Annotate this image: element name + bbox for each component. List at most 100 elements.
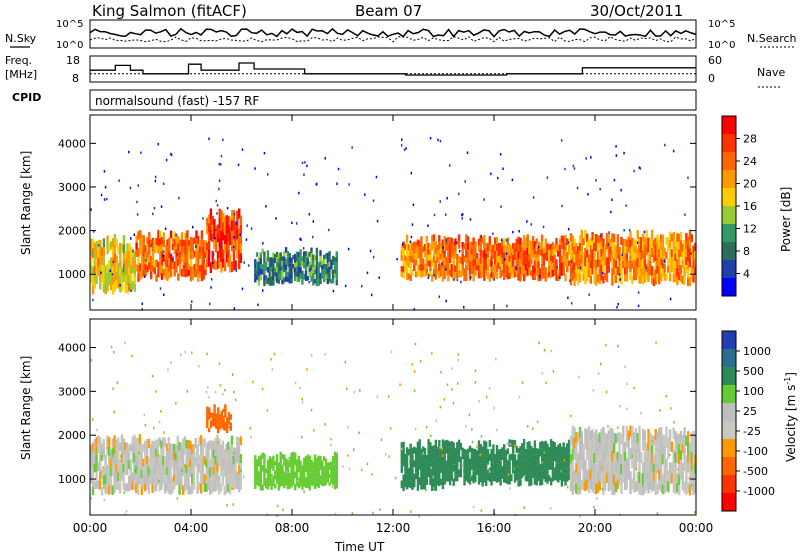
- velocity-cell: [427, 469, 430, 478]
- velocity-cell: [685, 485, 688, 496]
- power-cell: [151, 251, 155, 259]
- power-speckle: [480, 235, 482, 238]
- power-cell: [409, 242, 412, 249]
- velocity-speckle: [592, 389, 595, 392]
- velocity-cell: [584, 480, 587, 492]
- velocity-cell: [268, 481, 271, 486]
- velocity-cell: [192, 462, 196, 472]
- velocity-cell: [533, 469, 537, 478]
- velocity-cell: [643, 472, 647, 483]
- velocity-cell: [625, 468, 629, 479]
- power-cell: [402, 241, 405, 248]
- velocity-cell: [140, 486, 143, 495]
- power-cell: [110, 241, 113, 250]
- power-speckle: [263, 151, 266, 155]
- power-cell: [609, 238, 612, 247]
- power-speckle: [669, 297, 672, 301]
- power-cell: [530, 258, 533, 265]
- velocity-cell: [432, 475, 436, 483]
- power-cell: [463, 274, 466, 281]
- power-cell: [418, 258, 421, 265]
- power-speckle: [100, 271, 102, 275]
- power-cell: [580, 238, 583, 247]
- velocity-cell: [178, 450, 181, 460]
- power-cell: [485, 259, 488, 265]
- power-cell: [420, 250, 423, 257]
- velocity-cell: [218, 485, 221, 495]
- velocity-cell: [213, 408, 216, 414]
- velocity-cell: [641, 439, 645, 451]
- power-speckle: [567, 296, 569, 300]
- velocity-cell: [445, 439, 448, 447]
- velocity-cell: [211, 412, 214, 417]
- power-cell: [191, 244, 194, 252]
- power-cell: [204, 252, 207, 258]
- velocity-cell: [479, 444, 482, 451]
- power-cell: [499, 260, 502, 267]
- velocity-cell: [335, 470, 338, 477]
- velocity-cell: [185, 448, 188, 457]
- velocity-speckle: [401, 447, 403, 451]
- power-speckle: [643, 230, 646, 234]
- velocity-cell: [598, 480, 601, 491]
- velocity-cell: [223, 486, 226, 496]
- velocity-cell: [540, 470, 544, 478]
- power-cell: [270, 281, 273, 286]
- power-cell: [508, 273, 511, 279]
- velocity-cell: [605, 473, 609, 483]
- velocity-cell: [429, 478, 432, 486]
- power-cell: [117, 280, 120, 289]
- power-cell: [277, 268, 281, 274]
- velocity-cell: [654, 473, 657, 485]
- power-cell: [564, 258, 567, 266]
- power-cell: [211, 250, 214, 260]
- power-cell: [564, 235, 567, 243]
- velocity-cell: [413, 480, 416, 488]
- velocity-cell: [450, 467, 454, 475]
- velocity-cell: [286, 471, 290, 478]
- power-cell: [418, 252, 421, 259]
- velocity-cell: [569, 435, 573, 445]
- velocity-cell: [497, 465, 500, 471]
- velocity-cell: [504, 456, 508, 464]
- power-cell: [102, 238, 106, 248]
- power-cell: [634, 273, 638, 281]
- velocity-cell: [201, 457, 205, 467]
- power-cell: [159, 268, 162, 276]
- power-cell: [303, 251, 306, 257]
- power-cell: [470, 241, 473, 249]
- velocity-cell: [135, 474, 138, 484]
- power-cell: [197, 235, 200, 244]
- velocity-cell: [303, 477, 306, 482]
- velocity-cell: [124, 466, 127, 475]
- velocity-cell: [218, 414, 222, 417]
- velocity-cell: [643, 482, 647, 494]
- power-cell: [560, 242, 564, 249]
- velocity-cell: [495, 457, 499, 464]
- power-cell: [153, 246, 156, 253]
- velocity-cell: [688, 442, 692, 454]
- velocity-cell: [205, 451, 208, 460]
- velocity-cell: [450, 454, 454, 461]
- power-cell: [297, 267, 300, 272]
- power-cell: [144, 245, 147, 252]
- velocity-cell: [625, 426, 629, 437]
- velocity-cell: [187, 467, 190, 477]
- power-cell: [197, 243, 200, 252]
- power-cell: [139, 238, 142, 247]
- power-cell: [155, 237, 158, 246]
- velocity-cell: [607, 430, 610, 441]
- power-cell: [544, 238, 547, 246]
- power-cell: [259, 252, 262, 259]
- velocity-cell: [111, 466, 114, 477]
- velocity-cell: [224, 426, 227, 431]
- velocity-cell: [222, 415, 225, 420]
- power-cell: [542, 247, 546, 254]
- power-cell: [434, 273, 437, 280]
- velocity-cell: [217, 416, 220, 421]
- power-cell: [102, 256, 106, 266]
- velocity-cell: [111, 448, 114, 458]
- power-cell: [198, 252, 202, 259]
- velocity-speckle: [91, 418, 94, 421]
- velocity-speckle: [550, 349, 552, 353]
